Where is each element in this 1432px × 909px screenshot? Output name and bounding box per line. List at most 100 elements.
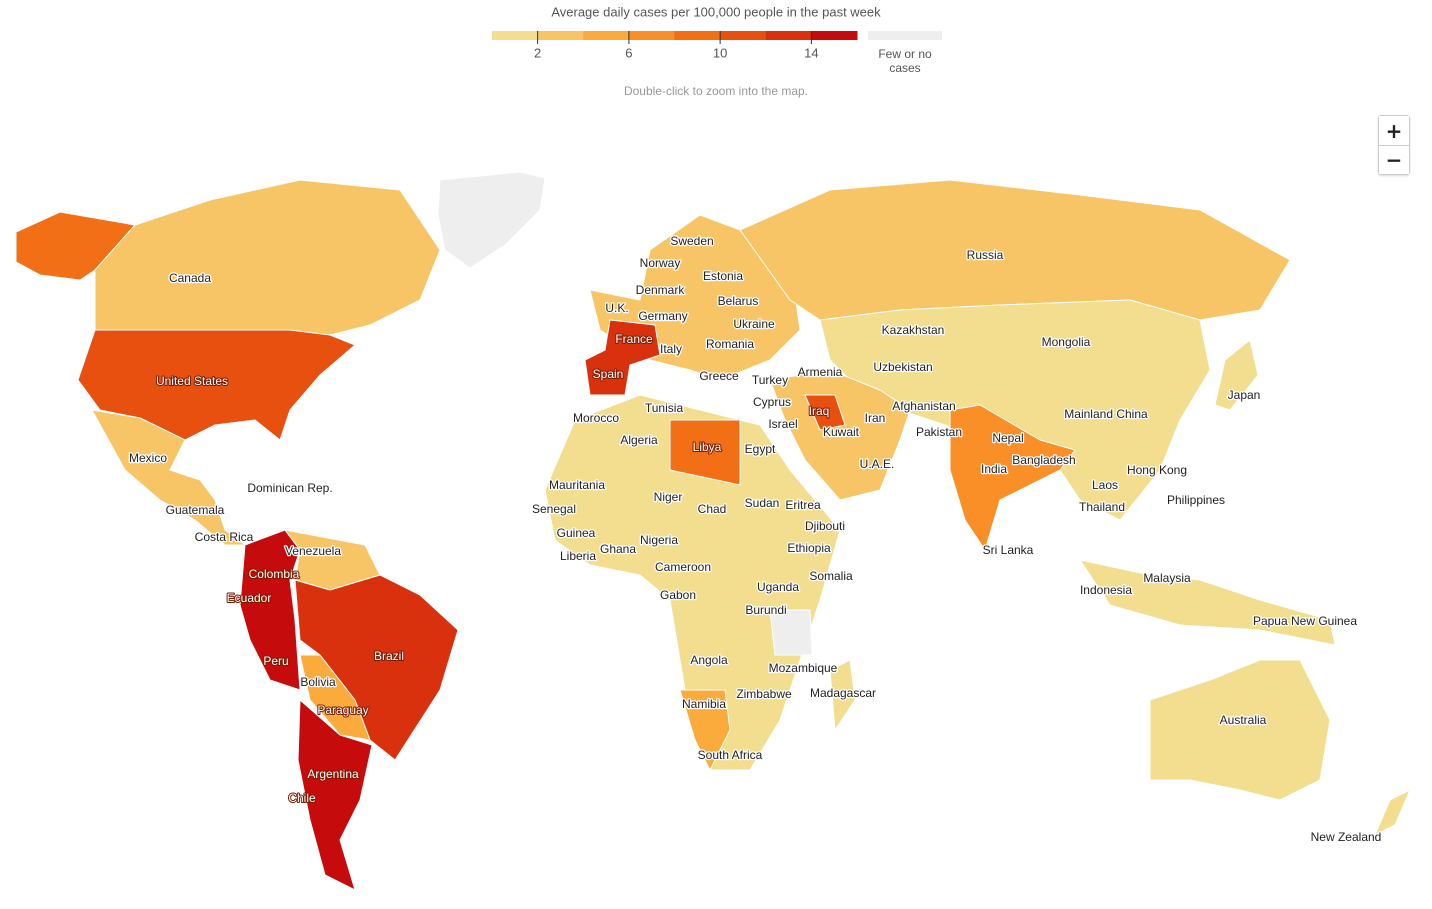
country-label: Kazakhstan [882, 323, 945, 337]
country-label: Angola [690, 653, 728, 667]
legend: 2 6 10 14 [492, 31, 858, 60]
country-label: Ukraine [733, 317, 775, 331]
country-label: Denmark [636, 283, 686, 297]
country-label: Brazil [374, 649, 404, 663]
country-label: South Africa [698, 748, 763, 762]
country-label: Iran [865, 411, 886, 425]
country-label: Nigeria [640, 533, 678, 547]
country-label: Mozambique [769, 661, 838, 675]
country-label: Sri Lanka [983, 543, 1034, 557]
country-label: Namibia [682, 697, 726, 711]
country-label: Italy [660, 342, 682, 356]
country-label: Germany [638, 309, 687, 323]
country-label: Hong Kong [1127, 463, 1187, 477]
legend-tick-label: 6 [625, 45, 632, 60]
country-label: Burundi [745, 603, 786, 617]
land [437, 171, 546, 269]
country-label: Norway [640, 256, 681, 270]
country-label: France [615, 332, 653, 346]
country-label: Liberia [560, 549, 596, 563]
no-data-label: Few or no cases [878, 47, 932, 75]
land [679, 689, 731, 771]
legend-swatch [674, 31, 721, 40]
country-label: Algeria [620, 433, 658, 447]
country-label: Paraguay [317, 703, 368, 717]
country-label: Sudan [745, 496, 780, 510]
country-label: Gabon [660, 588, 696, 602]
country-label: Madagascar [810, 686, 876, 700]
country-label: Greece [699, 369, 739, 383]
country-label: Australia [1220, 713, 1267, 727]
country-label: Belarus [718, 294, 759, 308]
country-label: Sweden [670, 234, 713, 248]
land [739, 179, 1291, 321]
country-label: Mainland China [1064, 407, 1148, 421]
country-label: Canada [169, 271, 211, 285]
country-label: Kuwait [823, 425, 860, 439]
country-label: Morocco [573, 411, 619, 425]
country-label: Cameroon [655, 560, 711, 574]
country-label: Malaysia [1143, 571, 1191, 585]
country-label: Cyprus [753, 395, 791, 409]
zoom-in-button[interactable]: + [1379, 116, 1409, 145]
country-label: Turkey [752, 373, 788, 387]
land [769, 609, 813, 656]
country-label: Niger [654, 490, 683, 504]
land [829, 659, 856, 731]
country-label: Bolivia [300, 675, 336, 689]
land [804, 394, 846, 431]
country-label: Spain [593, 367, 624, 381]
country-label: United States [156, 374, 228, 388]
zoom-out-button[interactable]: − [1379, 145, 1409, 174]
country-label: Pakistan [916, 425, 962, 439]
country-label: Papua New Guinea [1253, 614, 1357, 628]
country-label: Mongolia [1042, 335, 1091, 349]
land [669, 419, 741, 486]
legend-title: Average daily cases per 100,000 people i… [551, 4, 881, 19]
country-label: Guatemala [166, 503, 225, 517]
land [584, 319, 661, 396]
country-label: Uganda [757, 580, 799, 594]
land [544, 394, 841, 771]
country-label: Costa Rica [195, 530, 254, 544]
country-label: Nepal [992, 431, 1023, 445]
country-labels: Canada United States Mexico Dominican Rep. G… [128, 233, 1383, 846]
land [294, 574, 459, 761]
land [769, 369, 911, 501]
land [91, 409, 246, 546]
country-label: Chile [288, 791, 316, 805]
country-label: Armenia [798, 365, 843, 379]
country-label: India [981, 462, 1007, 476]
country-label: U.K. [605, 301, 628, 315]
land [949, 404, 1076, 551]
land [15, 211, 136, 281]
zoom-controls: + − [1378, 115, 1410, 175]
country-label: Ecuador [227, 591, 272, 605]
country-label: Japan [1228, 388, 1261, 402]
no-data-swatch [868, 31, 942, 40]
country-label: Dominican Rep. [247, 481, 332, 495]
country-label: Zimbabwe [736, 687, 792, 701]
country-label: Bangladesh [1012, 453, 1075, 467]
country-label: Thailand [1079, 500, 1125, 514]
legend-swatch [537, 31, 584, 40]
country-label: Estonia [703, 269, 743, 283]
country-label: Ethiopia [787, 541, 831, 555]
map [15, 171, 1411, 891]
country-label: Ghana [600, 542, 636, 556]
country-label: New Zealand [1311, 830, 1382, 844]
land [1214, 339, 1259, 411]
legend-tick-label: 2 [534, 45, 541, 60]
hint: Double-click to zoom into the map. [624, 84, 808, 98]
legend-tick-label: 10 [713, 45, 727, 60]
legend-swatch [720, 31, 767, 40]
country-label: Egypt [745, 442, 776, 456]
country-label: Venezuela [285, 544, 341, 558]
country-label: Senegal [532, 502, 576, 516]
country-label: Djibouti [805, 519, 845, 533]
land [94, 179, 441, 336]
country-label: Argentina [307, 767, 359, 781]
country-label: Chad [698, 502, 727, 516]
legend-tick-label: 14 [804, 45, 818, 60]
